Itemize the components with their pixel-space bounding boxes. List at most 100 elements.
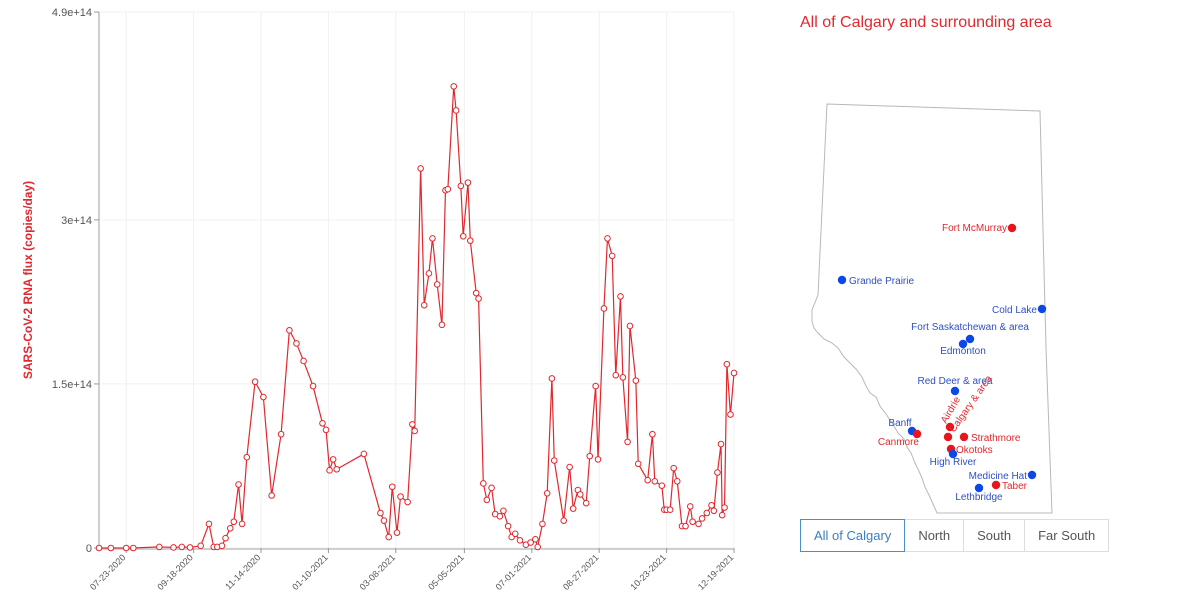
data-point[interactable] <box>721 504 728 511</box>
data-point[interactable] <box>156 543 163 551</box>
data-point[interactable] <box>475 295 482 302</box>
tab-far-south[interactable]: Far South <box>1025 519 1110 552</box>
data-point[interactable] <box>617 293 624 300</box>
city-dot[interactable] <box>943 432 953 442</box>
city-dot[interactable] <box>958 339 968 349</box>
data-point[interactable] <box>452 107 460 114</box>
data-point[interactable] <box>464 179 472 186</box>
data-point[interactable] <box>539 520 546 528</box>
data-point[interactable] <box>543 490 551 497</box>
data-point[interactable] <box>550 457 558 464</box>
data-point[interactable] <box>457 182 465 190</box>
city-dot[interactable] <box>950 386 960 396</box>
data-point[interactable] <box>511 530 519 538</box>
data-point[interactable] <box>666 506 674 514</box>
data-point[interactable] <box>658 482 666 489</box>
data-point[interactable] <box>534 543 542 551</box>
data-point[interactable] <box>480 480 487 487</box>
city-dot[interactable] <box>1027 470 1037 480</box>
data-point[interactable] <box>397 493 404 500</box>
data-point[interactable] <box>293 340 300 347</box>
data-point[interactable] <box>594 456 602 463</box>
data-point[interactable] <box>532 535 539 543</box>
data-point[interactable] <box>425 270 433 277</box>
data-point[interactable] <box>333 465 340 473</box>
data-point[interactable] <box>268 492 275 499</box>
tab-all-of-calgary[interactable]: All of Calgary <box>800 519 906 552</box>
data-point[interactable] <box>107 544 115 552</box>
city-marker[interactable]: Strathmore <box>959 432 1021 444</box>
data-point[interactable] <box>483 496 491 504</box>
data-point[interactable] <box>238 520 246 528</box>
data-point[interactable] <box>644 476 651 484</box>
data-point[interactable] <box>444 185 452 193</box>
city-marker[interactable]: High River <box>930 449 977 468</box>
city-dot[interactable] <box>959 432 969 442</box>
data-point[interactable] <box>695 520 702 528</box>
data-point[interactable] <box>710 507 718 515</box>
data-point[interactable] <box>634 460 642 468</box>
data-point[interactable] <box>504 522 512 530</box>
data-point[interactable] <box>727 411 734 418</box>
data-point[interactable] <box>703 509 711 517</box>
data-point[interactable] <box>380 517 388 524</box>
data-point[interactable] <box>438 321 446 329</box>
data-point[interactable] <box>612 371 620 379</box>
data-point[interactable] <box>459 232 467 240</box>
data-point[interactable] <box>129 544 137 552</box>
data-point[interactable] <box>235 481 242 488</box>
data-point[interactable] <box>718 511 726 519</box>
city-marker[interactable]: Lethbridge <box>955 483 1003 503</box>
city-dot[interactable] <box>1007 223 1017 233</box>
city-marker[interactable]: Fort McMurray <box>942 223 1017 234</box>
data-point[interactable] <box>309 382 317 390</box>
tab-north[interactable]: North <box>905 519 965 552</box>
city-dot[interactable] <box>991 480 1001 490</box>
data-point[interactable] <box>708 502 715 509</box>
data-point[interactable] <box>651 477 659 485</box>
data-point[interactable] <box>698 515 706 522</box>
data-point[interactable] <box>319 419 326 427</box>
city-dot[interactable] <box>837 275 847 285</box>
data-point[interactable] <box>385 533 393 541</box>
data-point[interactable] <box>409 421 416 428</box>
tab-south[interactable]: South <box>964 519 1026 552</box>
data-point[interactable] <box>197 542 204 550</box>
data-point[interactable] <box>689 518 696 526</box>
data-point[interactable] <box>377 509 384 517</box>
data-point[interactable] <box>566 463 573 471</box>
data-point[interactable] <box>467 237 474 244</box>
data-point[interactable] <box>286 327 293 334</box>
data-point[interactable] <box>714 469 721 476</box>
data-point[interactable] <box>682 522 689 530</box>
data-point[interactable] <box>243 453 251 461</box>
data-point[interactable] <box>393 529 401 536</box>
data-point[interactable] <box>649 430 656 438</box>
data-point[interactable] <box>560 517 568 524</box>
data-point[interactable] <box>178 543 186 551</box>
city-dot[interactable] <box>948 449 958 459</box>
data-point[interactable] <box>670 464 677 472</box>
data-point[interactable] <box>592 382 599 390</box>
data-point[interactable] <box>632 377 640 384</box>
data-point[interactable] <box>122 544 130 552</box>
data-point[interactable] <box>429 235 436 242</box>
data-point[interactable] <box>576 491 584 498</box>
data-point[interactable] <box>527 539 534 546</box>
city-marker[interactable]: Taber <box>991 480 1028 492</box>
data-point[interactable] <box>488 484 495 492</box>
data-point[interactable] <box>472 289 480 297</box>
data-point[interactable] <box>226 525 234 532</box>
data-point[interactable] <box>277 430 285 438</box>
data-point[interactable] <box>326 467 333 474</box>
data-point[interactable] <box>717 440 725 448</box>
city-dot[interactable] <box>974 483 984 493</box>
data-point[interactable] <box>516 537 524 544</box>
data-point[interactable] <box>569 505 577 512</box>
data-point[interactable] <box>411 427 419 435</box>
city-marker[interactable]: Fort Saskatchewan & area <box>911 322 1029 344</box>
city-dot[interactable] <box>945 422 955 432</box>
data-point[interactable] <box>95 544 103 552</box>
data-point[interactable] <box>329 456 337 463</box>
data-point[interactable] <box>686 503 694 510</box>
